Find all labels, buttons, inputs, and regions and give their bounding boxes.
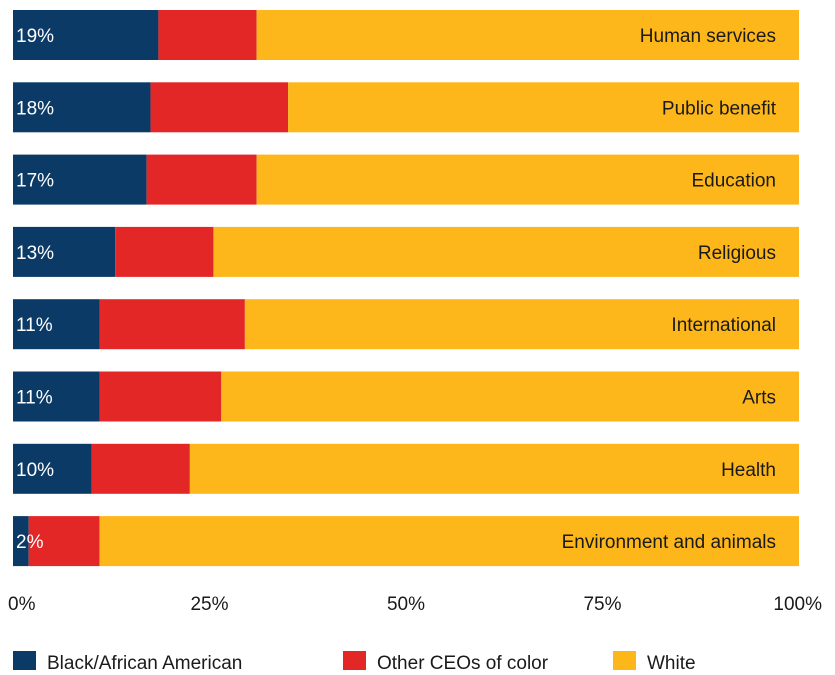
data-label-religious: 13% xyxy=(16,243,54,264)
bar-human-services-other-ceos-of-color xyxy=(158,10,257,60)
category-label-public-benefit: Public benefit xyxy=(662,98,777,119)
category-label-environment-and-animals: Environment and animals xyxy=(562,532,776,553)
x-axis-ticks: 0% 25% 50% 75% 100% xyxy=(8,594,822,615)
x-tick-label-4: 100% xyxy=(773,594,822,615)
category-label-arts: Arts xyxy=(742,388,776,409)
bar-public-benefit-other-ceos-of-color xyxy=(150,82,289,133)
bar-health-white xyxy=(189,443,800,494)
bar-human-services-black-african-american xyxy=(13,10,159,60)
bar-arts-white xyxy=(221,371,800,422)
data-label-education: 17% xyxy=(16,171,54,192)
bar-religious-black-african-american xyxy=(13,226,116,277)
bars-layer: 19% Human services 18% Public benefit 17% Edu… xyxy=(13,10,800,567)
legend-label-other-ceos-of-color: Other CEOs of color xyxy=(377,653,549,670)
category-label-religious: Religious xyxy=(698,243,776,264)
data-label-environment-and-animals: 2% xyxy=(16,532,44,553)
bar-arts-other-ceos-of-color xyxy=(99,371,222,422)
legend-swatch-white xyxy=(613,651,636,674)
x-tick-label-3: 75% xyxy=(583,594,621,615)
legend-swatch-black-african-american xyxy=(13,651,36,674)
bar-human-services-white xyxy=(256,10,799,60)
bar-public-benefit-white xyxy=(288,82,799,133)
legend-swatch-other-ceos-of-color xyxy=(343,651,366,674)
bar-religious-white xyxy=(213,226,799,277)
legend-label-black-african-american: Black/African American xyxy=(47,653,242,670)
bar-environment-and-animals-other-ceos-of-color xyxy=(28,516,100,567)
bar-environment-and-animals-black-african-american xyxy=(13,516,29,567)
bar-environment-and-animals-white xyxy=(99,516,799,567)
bar-international-other-ceos-of-color xyxy=(99,299,245,350)
bar-health-black-african-american xyxy=(13,443,92,494)
data-label-public-benefit: 18% xyxy=(16,98,54,119)
legend: Black/African American Other CEOs of colo… xyxy=(13,651,696,674)
x-tick-label-1: 25% xyxy=(190,594,228,615)
bar-arts-black-african-american xyxy=(13,371,100,422)
legend-label-white: White xyxy=(647,653,696,670)
bar-education-black-african-american xyxy=(13,154,147,205)
bar-international-white xyxy=(244,299,799,350)
data-label-health: 10% xyxy=(16,460,54,481)
bar-religious-other-ceos-of-color xyxy=(115,226,214,277)
data-label-arts: 11% xyxy=(16,388,53,409)
data-label-international: 11% xyxy=(16,315,53,336)
category-label-international: International xyxy=(671,315,776,336)
category-label-human-services: Human services xyxy=(640,26,776,47)
category-label-health: Health xyxy=(721,460,776,481)
bar-health-other-ceos-of-color xyxy=(91,443,190,494)
x-tick-label-0: 0% xyxy=(8,594,36,615)
category-label-education: Education xyxy=(691,171,776,192)
x-tick-label-2: 50% xyxy=(387,594,425,615)
bar-international-black-african-american xyxy=(13,299,100,350)
bar-education-other-ceos-of-color xyxy=(146,154,257,205)
bar-public-benefit-black-african-american xyxy=(13,82,151,133)
bar-education-white xyxy=(256,154,799,205)
data-label-human-services: 19% xyxy=(16,26,54,47)
